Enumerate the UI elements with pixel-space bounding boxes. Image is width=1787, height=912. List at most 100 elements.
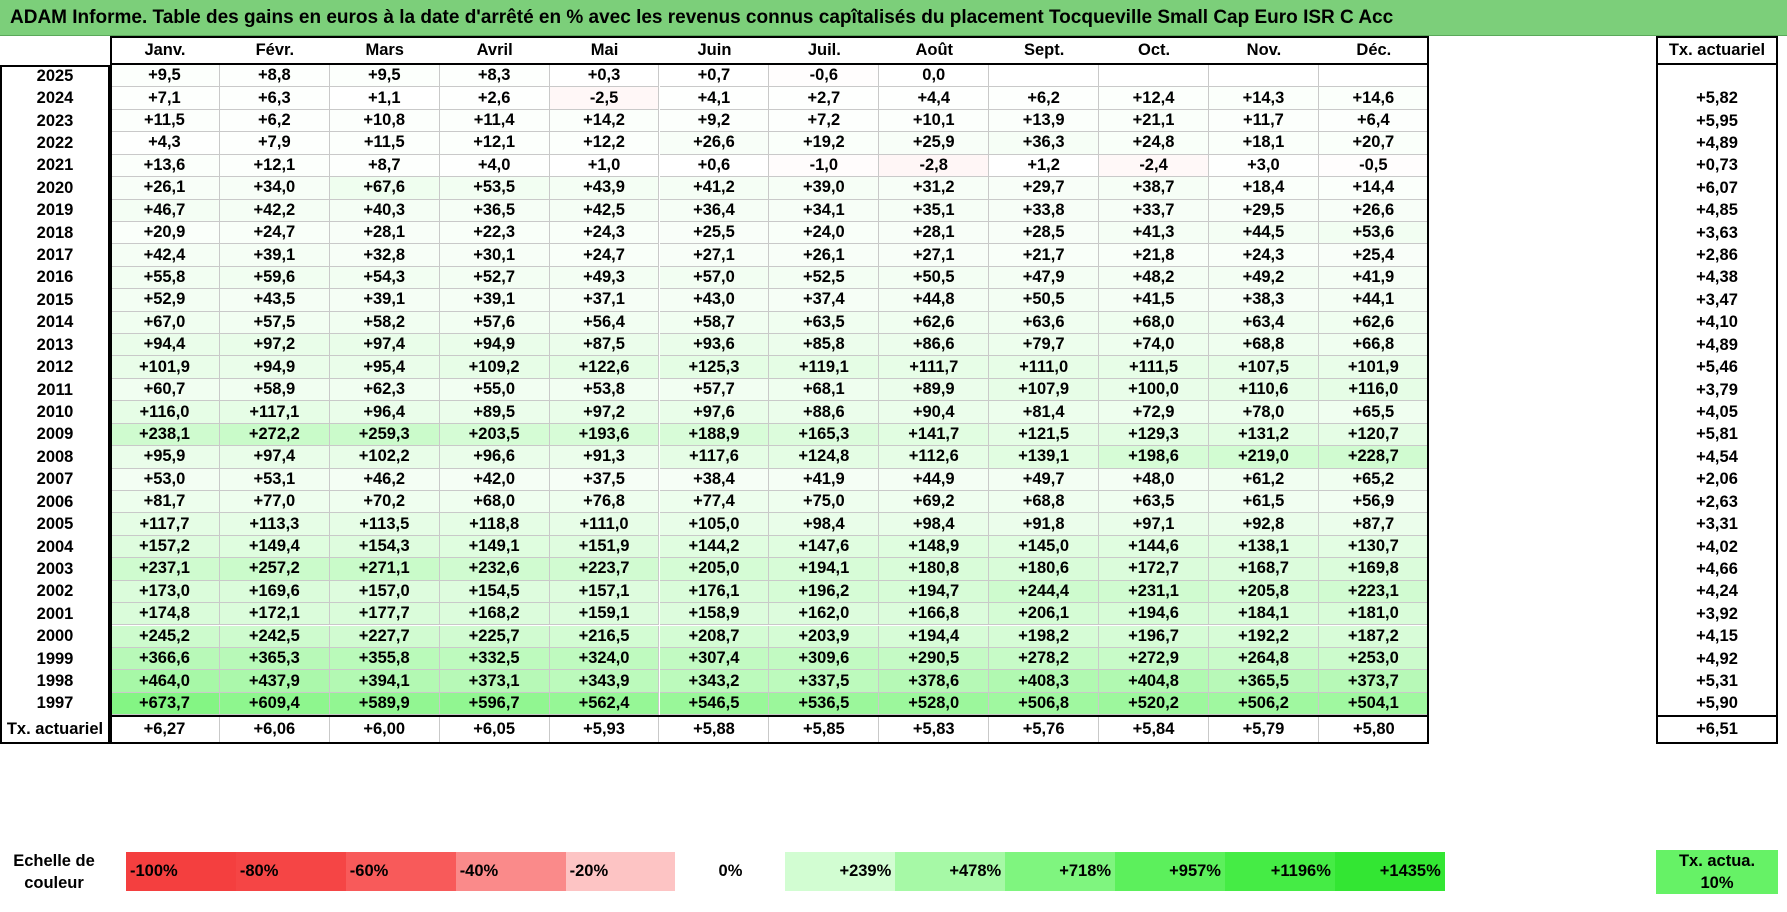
table-cell: +237,1: [110, 558, 220, 581]
footer-cell: +5,85: [769, 715, 880, 745]
table-cell: +6,2: [219, 109, 330, 133]
table-cell: +144,6: [1099, 535, 1209, 559]
year-label: 2012: [36, 358, 74, 377]
column-header: Avril: [476, 41, 513, 59]
table-cell: +194,1: [769, 558, 880, 581]
table-cell: +162,0: [769, 603, 880, 626]
table-cell: +244,4: [989, 580, 1100, 604]
table-cell: +43,9: [549, 177, 660, 200]
table-cell: +91,8: [989, 513, 1100, 536]
table-cell: +6,3: [219, 87, 330, 110]
table-cell: +408,3: [989, 670, 1100, 693]
table-cell: +22,3: [439, 221, 550, 245]
table-cell: +180,6: [989, 558, 1100, 581]
table-cell: +27,1: [879, 244, 990, 267]
table-cell: +227,7: [329, 625, 440, 648]
table-cell: +324,0: [549, 647, 660, 671]
table-cell: +97,4: [329, 334, 440, 357]
table-cell: +40,3: [329, 199, 440, 222]
table-cell: +194,4: [879, 625, 990, 648]
table-cell: +24,7: [549, 244, 660, 267]
table-cell: +43,0: [659, 289, 770, 312]
table-cell: +118,8: [439, 513, 550, 536]
table-cell: +673,7: [110, 692, 220, 716]
table-cell: +257,2: [219, 558, 330, 581]
color-scale-step: -40%: [455, 852, 566, 891]
table-cell: +62,6: [1318, 311, 1429, 335]
table-cell: +223,7: [549, 558, 660, 581]
table-cell: +32,8: [329, 244, 440, 267]
footer-cell: +5,88: [660, 715, 770, 745]
table-cell: +39,0: [769, 177, 880, 200]
rate-cell: +2,86: [1696, 246, 1738, 265]
table-cell: +111,0: [989, 356, 1100, 379]
table-cell: +91,3: [549, 446, 660, 469]
table-cell: +271,1: [329, 558, 440, 581]
rate-cell: +4,10: [1696, 313, 1738, 332]
table-cell: +46,2: [329, 468, 440, 491]
table-cell: +596,7: [439, 692, 550, 716]
rate-cell: +3,79: [1696, 380, 1738, 399]
table-cell: +13,6: [110, 154, 220, 178]
year-label: 2007: [36, 470, 74, 489]
table-cell: +53,8: [549, 378, 660, 402]
table-cell: +36,4: [659, 199, 770, 222]
column-header: Nov.: [1246, 41, 1282, 59]
year-label: 2015: [36, 290, 74, 309]
table-cell: +28,1: [879, 221, 990, 245]
table-cell: +38,7: [1099, 177, 1209, 200]
table-cell: +93,6: [659, 334, 770, 357]
table-cell: +89,9: [879, 378, 990, 402]
table-cell: +365,5: [1209, 670, 1319, 693]
rate-cell: +5,31: [1696, 672, 1738, 691]
rate-cell: +4,89: [1696, 133, 1738, 152]
year-label: 2020: [36, 178, 74, 197]
table-cell: +6,4: [1318, 109, 1429, 133]
year-label: 2010: [36, 403, 74, 421]
table-cell: +205,0: [659, 558, 770, 581]
table-cell: +169,6: [219, 580, 330, 604]
table-cell: +53,6: [1318, 221, 1429, 245]
table-cell: +47,9: [989, 266, 1100, 290]
table-cell: +223,1: [1318, 580, 1429, 604]
footer-cell: +5,76: [989, 715, 1100, 745]
table-cell: +74,0: [1099, 334, 1209, 357]
rate-cell: +2,06: [1696, 470, 1738, 489]
table-cell: +63,5: [1099, 490, 1209, 514]
table-cell: +102,2: [329, 446, 440, 469]
table-cell: +39,1: [329, 289, 440, 312]
table-cell: +168,7: [1209, 558, 1319, 581]
table-cell: +231,1: [1099, 580, 1209, 604]
table-cell: +9,2: [659, 109, 770, 133]
color-scale-step: +957%: [1115, 852, 1225, 891]
table-cell: +100,0: [1099, 378, 1209, 402]
table-cell: +144,2: [659, 535, 770, 559]
table-cell: +63,4: [1209, 311, 1319, 335]
table-cell: +0,3: [549, 65, 660, 88]
footer-cell: +6,00: [330, 715, 440, 745]
table-cell: +205,8: [1209, 580, 1319, 604]
table-cell: [1099, 65, 1209, 88]
column-header: Juil.: [807, 41, 841, 59]
rate-cell: +4,92: [1696, 649, 1738, 668]
table-cell: +12,1: [219, 154, 330, 178]
table-cell: +8,7: [329, 154, 440, 178]
table-cell: +111,0: [549, 513, 660, 536]
table-cell: +18,4: [1209, 177, 1319, 200]
table-cell: +81,7: [110, 490, 220, 514]
table-cell: [989, 65, 1100, 88]
table-cell: +264,8: [1209, 647, 1319, 671]
year-label: 2014: [36, 313, 74, 332]
table-cell: +8,8: [219, 65, 330, 88]
table-cell: +111,5: [1099, 356, 1209, 379]
table-cell: +180,8: [879, 558, 990, 581]
year-label: 2004: [36, 537, 74, 556]
table-cell: +55,0: [439, 378, 550, 402]
table-cell: +154,3: [329, 535, 440, 559]
rate-cell: +5,46: [1696, 358, 1738, 377]
color-scale-step: +478%: [895, 852, 1006, 891]
table-cell: +28,5: [989, 221, 1100, 245]
rate-cell: +3,31: [1696, 515, 1738, 534]
table-cell: +8,3: [439, 65, 550, 88]
table-cell: +33,7: [1099, 199, 1209, 222]
